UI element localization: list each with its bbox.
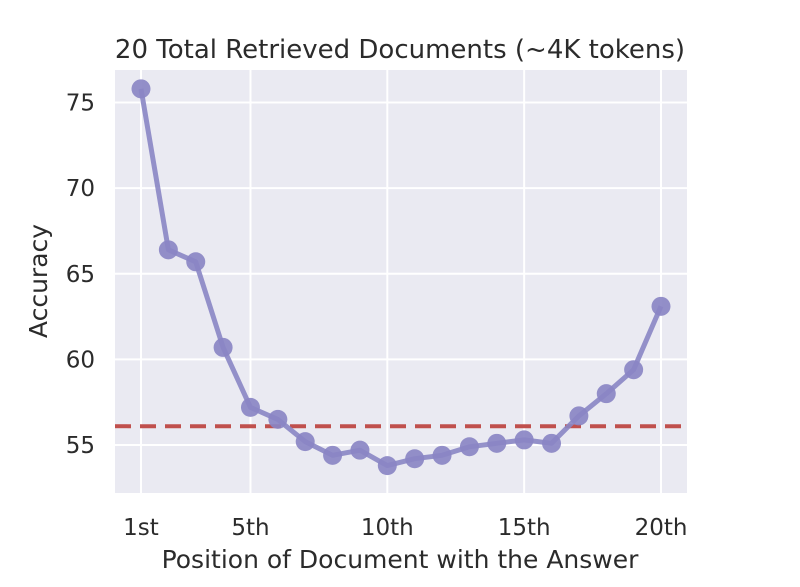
- y-tick-label: 60: [66, 347, 95, 373]
- data-point: [240, 397, 260, 417]
- data-point: [186, 252, 206, 272]
- data-point: [377, 456, 397, 476]
- data-point: [514, 430, 534, 450]
- grid: [115, 70, 687, 493]
- y-axis-label: Accuracy: [24, 224, 53, 338]
- y-tick-label: 70: [66, 176, 95, 202]
- data-point: [350, 440, 370, 460]
- data-point: [323, 445, 343, 465]
- data-point: [432, 445, 452, 465]
- data-point: [487, 433, 507, 453]
- x-axis-label: Position of Document with the Answer: [162, 545, 640, 574]
- data-point: [651, 296, 671, 316]
- data-point: [213, 337, 233, 357]
- data-point: [295, 432, 315, 452]
- data-point: [459, 437, 479, 457]
- data-point: [542, 433, 562, 453]
- x-tick-label: 5th: [231, 515, 269, 541]
- y-tick-label: 75: [66, 91, 95, 117]
- x-tick-label: 1st: [123, 515, 159, 541]
- data-point: [405, 449, 425, 469]
- chart-title: 20 Total Retrieved Documents (~4K tokens…: [115, 35, 685, 65]
- data-point: [131, 79, 151, 99]
- data-point: [569, 406, 589, 426]
- y-tick-label: 55: [66, 433, 95, 459]
- data-point: [624, 360, 644, 380]
- x-tick-label: 20th: [635, 515, 688, 541]
- data-points: [131, 79, 671, 476]
- x-tick-label: 10th: [361, 515, 414, 541]
- data-point: [596, 384, 616, 404]
- data-point: [158, 240, 178, 260]
- x-tick-label: 15th: [498, 515, 551, 541]
- x-tick-labels: 1st 5th 10th 15th 20th: [123, 515, 687, 541]
- plot-area: [115, 70, 687, 493]
- y-tick-label: 65: [66, 262, 95, 288]
- y-tick-labels: 55 60 65 70 75: [66, 91, 95, 460]
- data-point: [268, 409, 288, 429]
